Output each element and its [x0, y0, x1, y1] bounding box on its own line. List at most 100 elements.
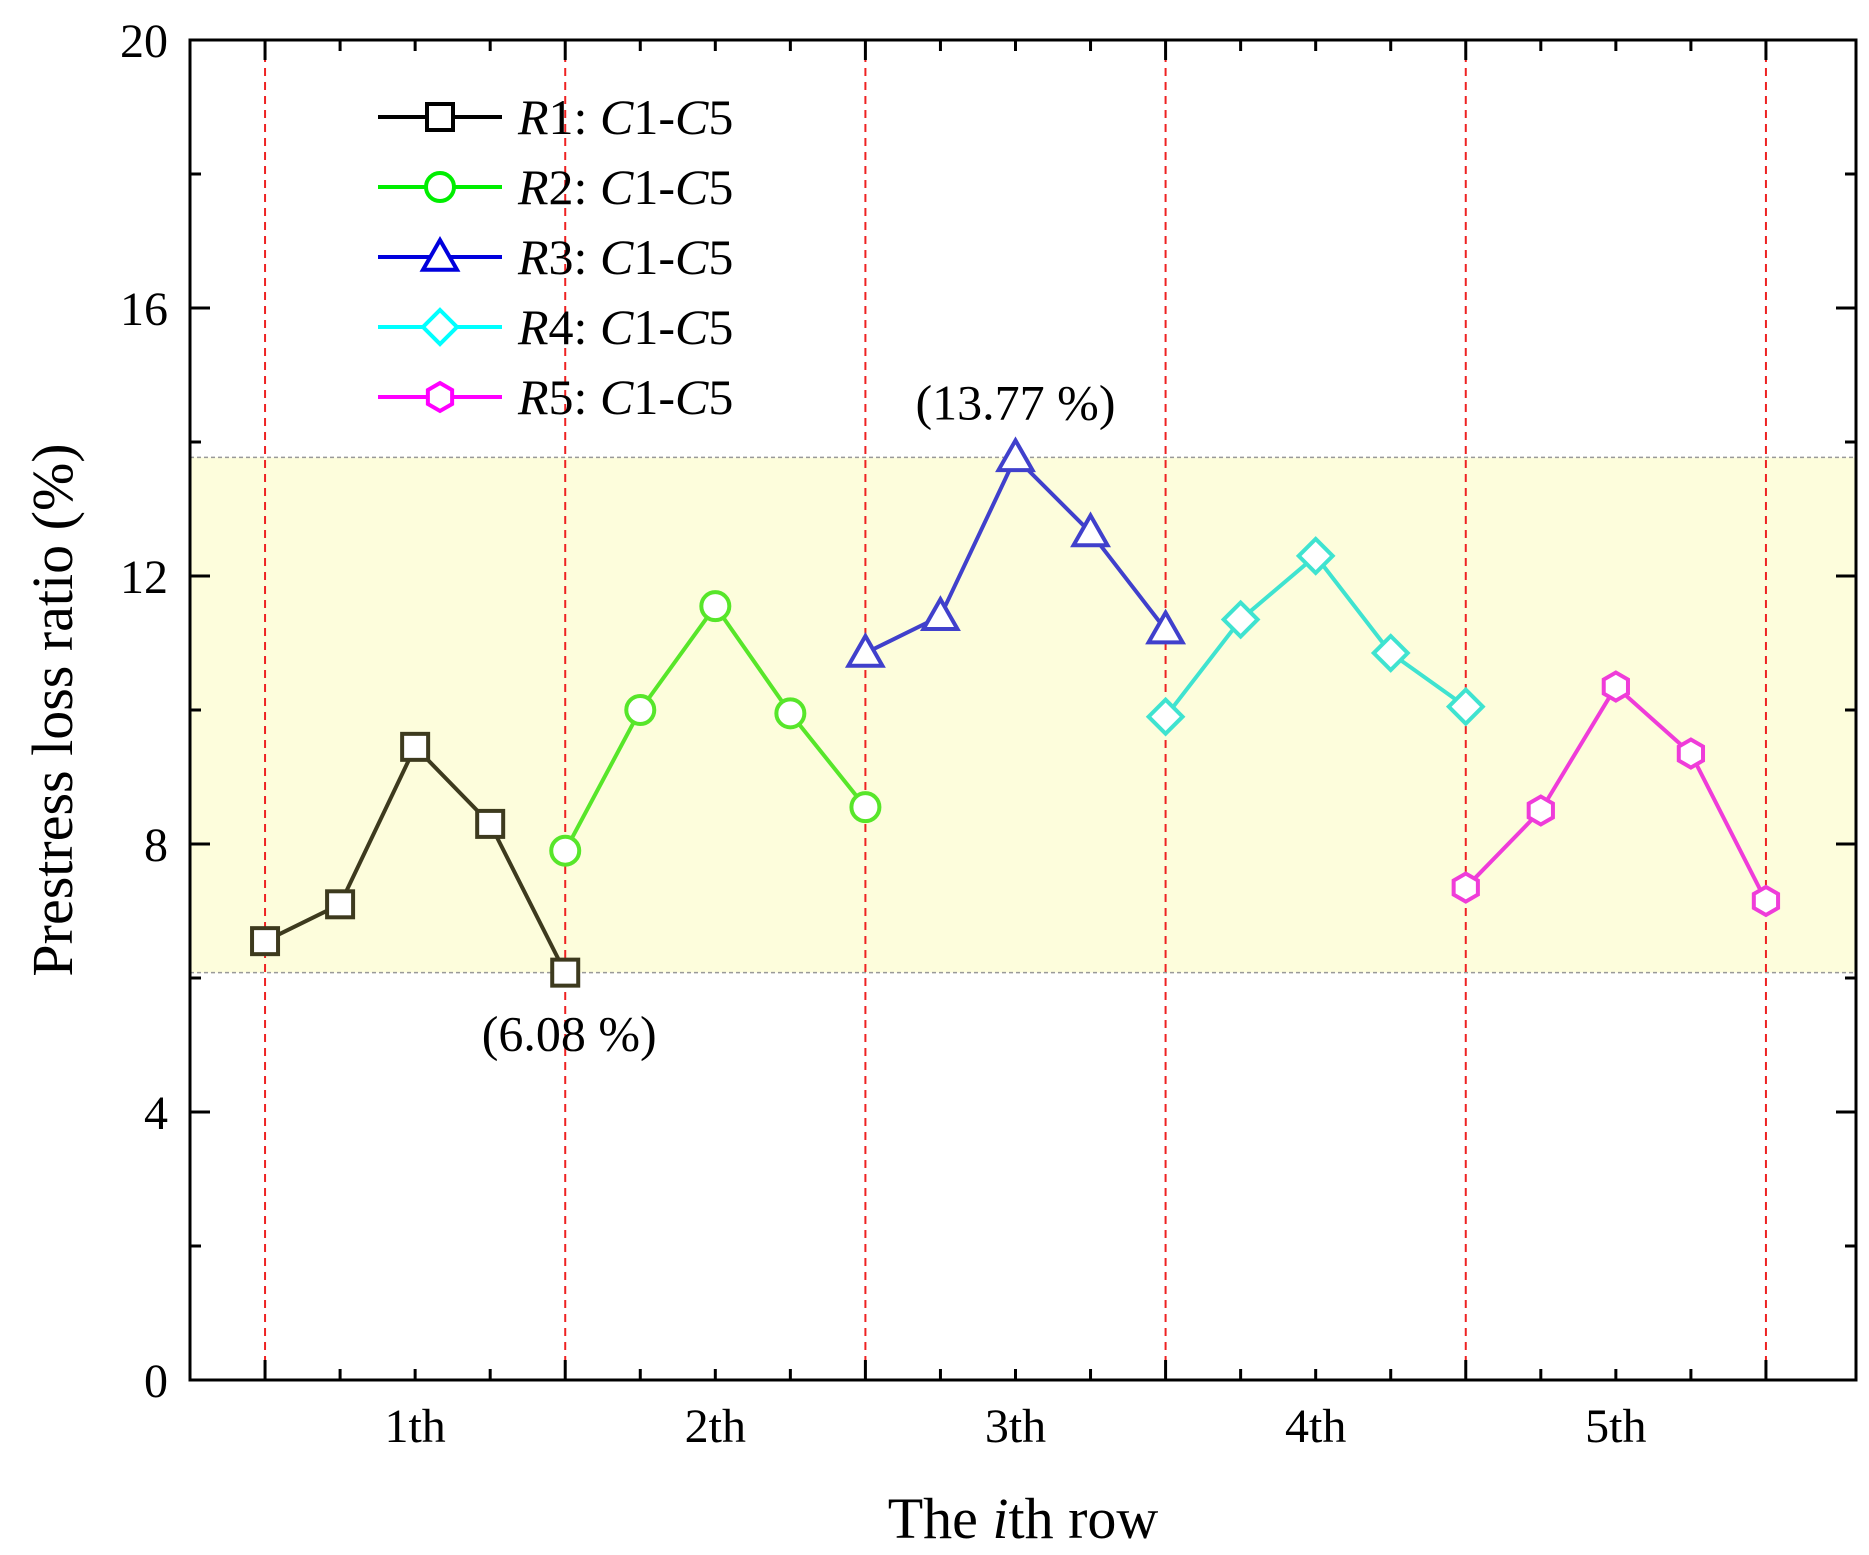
- legend-label-part: C: [600, 299, 634, 355]
- x-category-label: 1th: [384, 1400, 445, 1453]
- legend-label-part: 5: [549, 369, 574, 425]
- data-point-r5: [1601, 670, 1630, 703]
- value-annotation: (6.08 %): [482, 1006, 657, 1062]
- data-point-r4: [1220, 599, 1261, 640]
- legend-label-part: :: [574, 369, 600, 425]
- legend-label-part: -: [658, 229, 675, 285]
- y-tick-label: 0: [144, 1355, 168, 1408]
- data-point-r2: [849, 791, 882, 824]
- data-point-r3: [1145, 608, 1187, 645]
- legend-label-part: R: [517, 299, 549, 355]
- data-point-r3: [995, 436, 1036, 473]
- x-axis-title-part: The: [888, 1486, 993, 1551]
- data-point-r5: [1451, 871, 1480, 904]
- x-axis-title-part: i: [992, 1486, 1008, 1551]
- data-point-r1: [400, 731, 431, 762]
- legend-label-part: 1: [633, 229, 658, 285]
- data-point-r2: [699, 590, 732, 623]
- highlight-band: [190, 457, 1856, 973]
- legend-marker: [419, 235, 461, 272]
- legend-marker: [420, 307, 460, 347]
- highlight-band-group: [190, 456, 1856, 974]
- legend-label-part: -: [658, 89, 675, 145]
- legend-marker: [425, 102, 455, 132]
- legend-label: R1: C1-C5: [517, 89, 733, 145]
- legend-label-part: C: [675, 299, 709, 355]
- x-category-label: 4th: [1285, 1400, 1346, 1453]
- y-tick-label: 12: [120, 551, 168, 604]
- legend-label-part: 5: [708, 299, 733, 355]
- legend-label-part: R: [517, 229, 549, 285]
- data-point-r4: [1145, 696, 1186, 737]
- legend-label: R5: C1-C5: [517, 369, 733, 425]
- y-tick-label: 4: [144, 1087, 168, 1140]
- y-tick-label: 8: [144, 819, 168, 872]
- legend-label-part: :: [574, 159, 600, 215]
- data-point-r4: [1445, 686, 1486, 727]
- legend-label-part: 1: [633, 89, 658, 145]
- data-point-r4: [1370, 633, 1411, 673]
- data-point-r2: [624, 694, 657, 726]
- legend-label: R4: C1-C5: [517, 299, 733, 355]
- legend-label-part: C: [600, 89, 634, 145]
- data-point-r1: [250, 926, 281, 957]
- legend-label-part: 5: [708, 229, 733, 285]
- data-point-r2: [549, 834, 582, 867]
- value-annotation: (13.77 %): [916, 374, 1116, 430]
- legend-label-part: -: [658, 369, 675, 425]
- legend-label-part: -: [658, 299, 675, 355]
- axes-group: [188, 38, 1858, 1382]
- series-group: [250, 436, 1781, 988]
- legend-label-part: 4: [549, 299, 574, 355]
- legend-label-part: C: [675, 229, 709, 285]
- legend-label-part: -: [658, 159, 675, 215]
- x-axis-title: The ith row: [888, 1486, 1159, 1551]
- legend-label-part: :: [574, 89, 600, 145]
- legend-label: R2: C1-C5: [517, 159, 733, 215]
- legend-label-part: R: [517, 159, 549, 215]
- legend-label-part: C: [600, 159, 634, 215]
- legend-marker: [424, 171, 456, 203]
- data-point-r5: [1751, 884, 1781, 918]
- data-point-r2: [774, 697, 807, 730]
- x-category-label: 3th: [985, 1400, 1046, 1453]
- legend-label-part: :: [574, 229, 600, 285]
- legend-label-part: 1: [549, 89, 574, 145]
- data-point-r1: [550, 957, 581, 988]
- legend-label-part: R: [517, 369, 549, 425]
- legend-label-part: 5: [708, 89, 733, 145]
- data-point-r1: [475, 808, 506, 839]
- y-tick-label: 16: [120, 283, 168, 336]
- legend-label-part: 5: [708, 159, 733, 215]
- legend-label-part: 3: [549, 229, 574, 285]
- legend-label-part: 2: [549, 159, 574, 215]
- legend-label-part: R: [517, 89, 549, 145]
- x-category-label: 2th: [685, 1400, 746, 1453]
- x-axis-title-part: th row: [1008, 1486, 1158, 1551]
- legend-label-part: 1: [633, 369, 658, 425]
- data-point-r3: [1070, 511, 1111, 548]
- legend-label-part: C: [600, 369, 634, 425]
- data-point-r3: [844, 632, 886, 668]
- legend-marker: [425, 380, 455, 414]
- data-point-r1: [325, 889, 356, 920]
- legend-label-part: C: [600, 229, 634, 285]
- data-point-r4: [1295, 536, 1336, 576]
- legend-label-part: 5: [708, 369, 733, 425]
- data-point-r5: [1526, 794, 1555, 827]
- legend-label-part: C: [675, 89, 709, 145]
- data-point-r5: [1676, 737, 1706, 770]
- legend-label-part: C: [675, 369, 709, 425]
- legend-label-part: C: [675, 159, 709, 215]
- data-point-r3: [920, 595, 961, 631]
- y-axis-title: Prestress loss ratio (%): [20, 443, 85, 976]
- legend-label-part: 1: [633, 159, 658, 215]
- legend-label: R3: C1-C5: [517, 229, 733, 285]
- y-tick-label: 20: [120, 15, 168, 68]
- x-category-label: 5th: [1585, 1400, 1646, 1453]
- legend-label-part: :: [574, 299, 600, 355]
